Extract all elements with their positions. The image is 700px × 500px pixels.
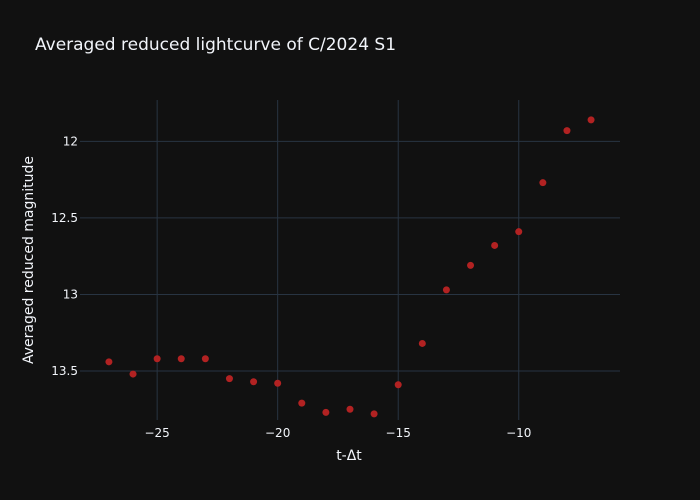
data-point — [587, 116, 595, 124]
data-points — [105, 116, 595, 418]
x-tick-label: −25 — [144, 426, 169, 440]
data-point — [394, 381, 402, 389]
data-point — [129, 370, 137, 378]
data-point — [467, 261, 475, 269]
data-point — [274, 379, 282, 387]
x-axis-title: t-Δt — [336, 448, 362, 464]
data-point — [418, 339, 426, 347]
y-axis-ticks: 12 12.5 13 13.5 — [51, 134, 78, 378]
data-point — [442, 286, 450, 294]
data-point — [370, 410, 378, 418]
y-axis-title: Averaged reduced magnitude — [21, 156, 37, 364]
data-point — [515, 228, 523, 236]
data-point — [539, 179, 547, 187]
y-tick-label: 13 — [63, 287, 78, 301]
data-point — [346, 405, 354, 413]
x-tick-label: −15 — [386, 426, 411, 440]
data-point — [201, 355, 209, 363]
grid-lines — [80, 100, 620, 420]
y-tick-label: 12.5 — [51, 211, 78, 225]
data-point — [563, 127, 571, 135]
chart-title: Averaged reduced lightcurve of C/2024 S1 — [35, 35, 396, 55]
data-point — [177, 355, 185, 363]
y-tick-label: 12 — [63, 134, 78, 148]
data-point — [298, 399, 306, 407]
x-axis-ticks: −25 −20 −15 −10 — [144, 426, 531, 440]
data-point — [250, 378, 258, 386]
y-tick-label: 13.5 — [51, 364, 78, 378]
data-point — [225, 375, 233, 383]
data-point — [491, 241, 499, 249]
x-tick-label: −20 — [265, 426, 290, 440]
data-point — [322, 408, 330, 416]
data-point — [105, 358, 113, 366]
data-point — [153, 355, 161, 363]
x-tick-label: −10 — [506, 426, 531, 440]
